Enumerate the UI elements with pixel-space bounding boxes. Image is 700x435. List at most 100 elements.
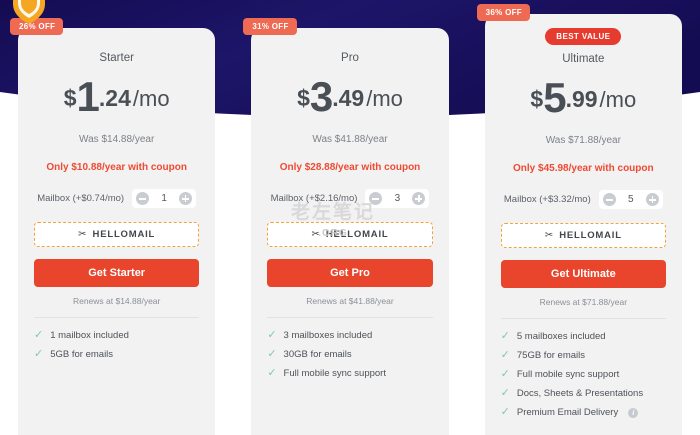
price-period: /mo	[366, 86, 403, 111]
price-currency: $	[63, 85, 77, 111]
feature-list-starter: ✓ 1 mailbox included ✓ 5GB for emails	[34, 330, 199, 368]
coupon-note-ultimate: Only $45.98/year with coupon	[513, 163, 654, 174]
shield-icon	[13, 0, 45, 24]
feature-label: 5 mailboxes included	[516, 331, 606, 342]
mailbox-increment-button[interactable]	[645, 193, 659, 206]
mailbox-label-pro: Mailbox (+$2.16/mo)	[270, 193, 358, 204]
check-icon: ✓	[500, 330, 510, 342]
scissors-icon: ✂	[78, 228, 87, 240]
check-icon: ✓	[500, 387, 510, 399]
mailbox-decrement-button[interactable]	[369, 192, 383, 205]
check-icon: ✓	[34, 329, 44, 341]
check-icon: ✓	[267, 367, 277, 379]
coupon-note-starter: Only $10.88/year with coupon	[46, 162, 187, 173]
price-period: /mo	[599, 87, 637, 112]
renews-note-pro: Renews at $41.88/year	[267, 296, 433, 318]
check-icon: ✓	[34, 348, 44, 360]
mailbox-stepper-pro[interactable]: 3	[365, 189, 430, 208]
price-decimal: .24	[98, 85, 131, 111]
mailbox-label-starter: Mailbox (+$0.74/mo)	[37, 193, 125, 204]
discount-badge-pro: 31% OFF	[243, 18, 297, 35]
mailbox-label-ultimate: Mailbox (+$3.32/mo)	[503, 194, 591, 205]
feature-label: Full mobile sync support	[516, 369, 620, 380]
feature-item: ✓ 5 mailboxes included	[500, 330, 666, 343]
feature-item: ✓ 75GB for emails	[500, 349, 666, 362]
coupon-code-box-ultimate[interactable]: ✂ HELLOMAIL	[500, 223, 666, 248]
feature-label: 30GB for emails	[283, 349, 352, 360]
price-currency: $	[297, 85, 310, 111]
feature-item: ✓ 30GB for emails	[267, 348, 432, 361]
was-price-pro: Was $41.88/year	[312, 134, 388, 145]
discount-badge-ultimate: 36% OFF	[476, 4, 530, 21]
was-price-ultimate: Was $71.88/year	[545, 135, 621, 146]
mailbox-increment-button[interactable]	[179, 192, 193, 205]
plan-name-starter: Starter	[99, 52, 134, 64]
feature-label: Premium Email Delivery	[516, 407, 619, 418]
plan-price-pro: $3.49/mo	[267, 76, 432, 118]
info-icon[interactable]: i	[628, 407, 639, 418]
price-integer: 1	[76, 73, 100, 120]
plan-name-ultimate: Ultimate	[562, 53, 605, 65]
mailbox-stepper-ultimate[interactable]: 5	[598, 190, 663, 209]
check-icon: ✓	[267, 348, 277, 360]
feature-item: ✓ Full mobile sync support	[500, 368, 666, 381]
feature-label: 1 mailbox included	[50, 330, 129, 341]
coupon-code-text: HELLOMAIL	[325, 229, 389, 240]
price-decimal: .49	[332, 85, 365, 111]
cta-button-ultimate[interactable]: Get Ultimate	[500, 260, 666, 288]
feature-item: ✓ 5GB for emails	[34, 348, 199, 361]
check-icon: ✓	[500, 349, 510, 361]
mailbox-row-starter: Mailbox (+$0.74/mo) 1	[34, 189, 199, 208]
feature-label: Full mobile sync support	[283, 368, 386, 379]
check-icon: ✓	[267, 329, 277, 341]
feature-item: ✓ Premium Email Delivery i	[501, 407, 666, 418]
plan-card-ultimate: BEST VALUE Ultimate $5.99/mo Was $71.88/yea…	[484, 14, 682, 435]
feature-label: 3 mailboxes included	[283, 330, 373, 341]
price-integer: 3	[309, 73, 333, 120]
renews-note-starter: Renews at $14.88/year	[34, 296, 200, 318]
was-price-starter: Was $14.88/year	[79, 134, 155, 145]
feature-item: ✓ 1 mailbox included	[34, 329, 199, 342]
mailbox-row-pro: Mailbox (+$2.16/mo) 3	[267, 189, 432, 208]
check-icon: ✓	[500, 368, 510, 380]
coupon-code-text: HELLOMAIL	[92, 229, 156, 240]
feature-item: ✓ Docs, Sheets & Presentations	[500, 387, 666, 400]
plan-name-pro: Pro	[341, 52, 359, 64]
best-value-badge: BEST VALUE	[545, 28, 622, 45]
price-currency: $	[530, 86, 544, 112]
mailbox-count-value: 5	[627, 194, 634, 205]
coupon-code-box-pro[interactable]: ✂ HELLOMAIL	[267, 222, 433, 247]
plan-card-pro: Pro $3.49/mo Was $41.88/year Only $28.88/ye…	[251, 28, 449, 435]
plan-card-starter: Starter $1.24/mo Was $14.88/year Only $10.8…	[18, 28, 216, 435]
plan-column-ultimate: 36% OFF BEST VALUE Ultimate $5.99/mo Was $71…	[467, 0, 700, 435]
price-integer: 5	[543, 74, 566, 121]
feature-item: ✓ Full mobile sync support	[267, 367, 432, 380]
feature-list-ultimate: ✓ 5 mailboxes included ✓ 75GB for emails ✓ Fu…	[501, 331, 666, 426]
mailbox-stepper-starter[interactable]: 1	[132, 189, 197, 208]
feature-list-pro: ✓ 3 mailboxes included ✓ 30GB for emails ✓ Fu…	[267, 330, 432, 387]
check-icon: ✓	[500, 406, 510, 418]
feature-label: 5GB for emails	[50, 349, 114, 360]
scissors-icon: ✂	[311, 228, 320, 240]
renews-note-ultimate: Renews at $71.88/year	[500, 297, 666, 319]
scissors-icon: ✂	[544, 229, 554, 241]
plan-column-starter: 26% OFF Starter $1.24/mo Was $14.88/year Onl…	[0, 0, 233, 435]
cta-button-starter[interactable]: Get Starter	[34, 259, 200, 287]
mailbox-count-value: 1	[161, 193, 167, 204]
mailbox-decrement-button[interactable]	[136, 192, 150, 205]
cta-button-pro[interactable]: Get Pro	[267, 259, 433, 287]
mailbox-decrement-button[interactable]	[602, 193, 616, 206]
mailbox-row-ultimate: Mailbox (+$3.32/mo) 5	[501, 190, 666, 209]
feature-label: 75GB for emails	[516, 350, 585, 361]
plan-price-starter: $1.24/mo	[34, 76, 199, 118]
price-period: /mo	[132, 86, 170, 111]
coupon-code-box-starter[interactable]: ✂ HELLOMAIL	[34, 222, 200, 247]
mailbox-increment-button[interactable]	[412, 192, 426, 205]
plan-price-ultimate: $5.99/mo	[501, 77, 666, 119]
price-decimal: .99	[565, 86, 598, 112]
coupon-code-text: HELLOMAIL	[559, 230, 622, 241]
feature-label: Docs, Sheets & Presentations	[516, 388, 644, 399]
mailbox-count-value: 3	[394, 193, 401, 204]
feature-item: ✓ 3 mailboxes included	[267, 329, 432, 342]
